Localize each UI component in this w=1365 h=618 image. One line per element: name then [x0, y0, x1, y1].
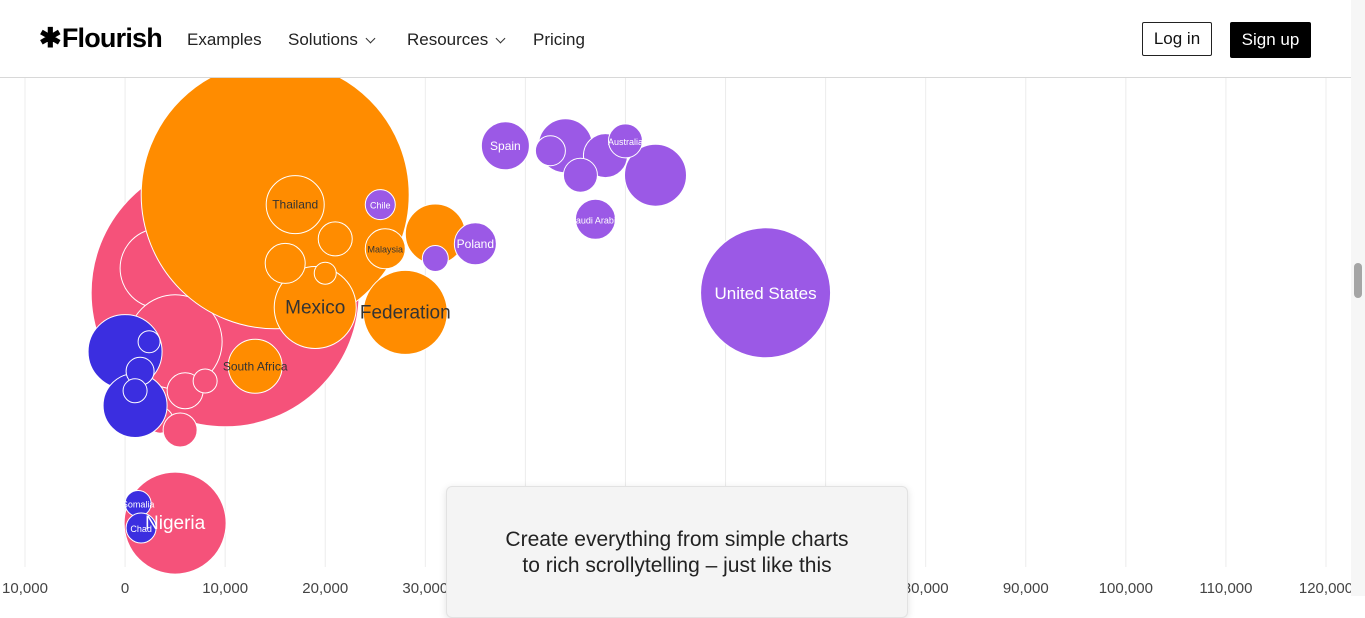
bubble-label: Australia	[608, 137, 643, 147]
bubble-label: Saudi Arabia	[570, 215, 621, 225]
bubble-mali	[122, 378, 148, 404]
asterisk-logo-icon: ✱	[39, 23, 62, 53]
x-tick-label: 90,000	[1003, 580, 1049, 596]
logo-text: Flourish	[61, 23, 163, 53]
bubble-label: United States	[715, 284, 817, 303]
bubble-bolivia	[192, 368, 218, 394]
x-tick-label: 20,000	[302, 580, 348, 596]
bubble-chad	[125, 512, 157, 544]
x-tick-label: 10,000	[202, 580, 248, 596]
login-button[interactable]: Log in	[1142, 22, 1212, 56]
bubble-label: Somalia	[122, 500, 155, 510]
x-tick-label: 120,000	[1299, 580, 1351, 596]
bubble-label: South Africa	[223, 359, 288, 373]
bubble-libya	[313, 261, 337, 285]
nav-pricing[interactable]: Pricing	[533, 30, 585, 50]
bubble-mexico	[273, 266, 357, 349]
bubble-argentina	[317, 221, 353, 257]
promo-text: Create everything from simple charts to …	[447, 527, 907, 579]
vertical-scrollbar[interactable]	[1351, 0, 1365, 596]
x-tick-label: 110,000	[1199, 580, 1252, 596]
nav-examples-label: Examples	[187, 30, 262, 49]
bubble-label: Federation	[360, 302, 451, 323]
bubble-russian-federation	[362, 269, 448, 355]
nav-examples[interactable]: Examples	[187, 30, 262, 50]
bubble-colombia	[264, 242, 306, 284]
promo-card: Create everything from simple charts to …	[446, 486, 908, 618]
x-tick-label: 30,000	[402, 580, 448, 596]
x-tick-label: 100,000	[1099, 580, 1153, 596]
bubble-spain	[480, 121, 530, 171]
bubble-united-states	[700, 227, 832, 359]
flourish-logo[interactable]: ✱Flourish	[39, 23, 163, 54]
nav-resources[interactable]: Resources	[407, 30, 506, 50]
chevron-down-icon	[495, 33, 506, 43]
bubble-label: Malaysia	[368, 245, 404, 255]
top-navigation: ✱Flourish Examples Solutions Resources P…	[0, 0, 1351, 78]
bubble-label: Chile	[370, 201, 391, 211]
bubble-saudi-arabia	[574, 198, 616, 240]
bubble-israel	[534, 135, 566, 167]
x-tick-label: 0	[121, 580, 129, 596]
bubble-label: Poland	[457, 237, 494, 251]
bubble-germany	[623, 143, 687, 207]
chevron-down-icon	[365, 33, 376, 43]
promo-line-2: to rich scrollytelling – just like this	[522, 554, 832, 577]
bubble-label: Nigeria	[145, 513, 206, 534]
nav-solutions[interactable]: Solutions	[288, 30, 376, 50]
bubble-label: Thailand	[272, 198, 318, 212]
bubble-thailand	[265, 175, 325, 235]
bubble-c-te-d-ivoire	[162, 412, 198, 448]
bubble-romania	[421, 245, 449, 272]
bubble-united-kingdom	[562, 157, 598, 193]
bubble-poland	[453, 222, 497, 266]
bubble-australia	[607, 123, 643, 159]
scrollbar-thumb[interactable]	[1354, 263, 1362, 298]
promo-line-1: Create everything from simple charts	[505, 528, 849, 551]
bubble-label: Spain	[490, 139, 521, 153]
bubble-label: Mexico	[285, 298, 345, 319]
x-tick-label: 80,000	[903, 580, 949, 596]
bubble-rwanda	[137, 330, 161, 354]
bubble-label: Chad	[130, 524, 152, 534]
nav-resources-label: Resources	[407, 30, 489, 49]
bubble-chile	[364, 189, 396, 221]
bubble-chart: United States Spain Poland Chile Mexico Thail…	[2, 77, 1351, 596]
nav-solutions-label: Solutions	[288, 30, 358, 49]
x-tick-label: 10,000	[2, 580, 48, 596]
bubble-south-africa	[227, 338, 283, 394]
bubble-malaysia	[364, 228, 406, 270]
signup-button[interactable]: Sign up	[1230, 22, 1311, 58]
nav-pricing-label: Pricing	[533, 30, 585, 49]
